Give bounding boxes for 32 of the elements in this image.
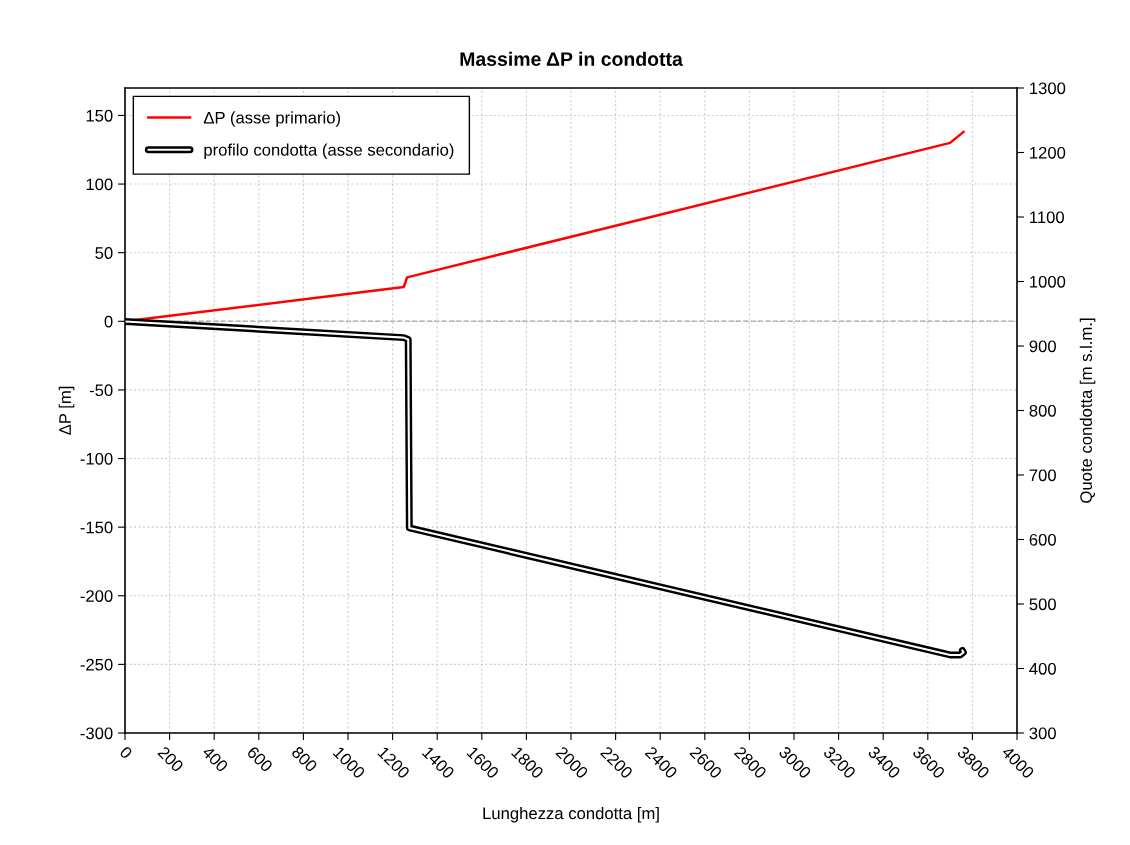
x-tick-label: 400 xyxy=(201,745,229,773)
x-axis-title: Lunghezza condotta [m] xyxy=(483,807,659,823)
y2-tick-label: 1200 xyxy=(1030,146,1066,159)
y2-tick-label: 1100 xyxy=(1030,211,1064,224)
y2-tick-label: 900 xyxy=(1029,340,1056,353)
y2-tick-label: 1300 xyxy=(1030,82,1066,95)
y2-tick-label: 300 xyxy=(1029,727,1056,740)
y-tick-label: -50 xyxy=(89,384,113,397)
y-tick-label: 50 xyxy=(95,247,113,259)
x-tick-label: 800 xyxy=(290,745,318,773)
x-tick-label: 200 xyxy=(157,745,185,773)
y-tick-label: -300 xyxy=(80,727,113,740)
y2-tick-label: 800 xyxy=(1029,404,1056,417)
y-tick-label: -200 xyxy=(80,590,113,602)
y2-tick-label: 500 xyxy=(1029,598,1056,611)
x-tick-label: 600 xyxy=(246,745,274,773)
y-tick-label: -250 xyxy=(80,658,113,671)
y-tick-label: 100 xyxy=(86,178,113,191)
x-tick-label: 0 xyxy=(119,745,133,760)
y2-tick-label: 1000 xyxy=(1030,275,1066,288)
y-tick-label: 150 xyxy=(86,109,113,122)
y2-axis-title: Quote condotta [m s.l.m.] xyxy=(1079,318,1096,503)
y-axis-title: ΔP [m] xyxy=(58,386,75,435)
y-tick-label: -100 xyxy=(80,452,113,465)
y2-tick-label: 700 xyxy=(1029,469,1056,482)
y-tick-label: -150 xyxy=(80,521,113,534)
legend-label: profilo condotta (asse secondario) xyxy=(204,143,454,160)
y2-tick-label: 600 xyxy=(1029,533,1056,546)
legend-label: ΔP (asse primario) xyxy=(203,111,341,127)
chart-title: Massime ΔP in condotta xyxy=(460,51,683,66)
y2-tick-label: 400 xyxy=(1029,662,1056,675)
y-tick-label: 0 xyxy=(104,315,113,328)
